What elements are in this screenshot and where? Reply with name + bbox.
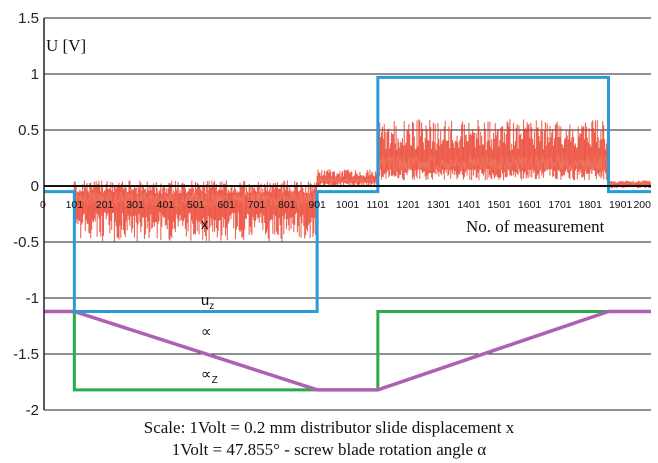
series-label: uz	[201, 292, 214, 312]
x-tick-label: 1901	[609, 199, 633, 211]
x-tick-label: 1001	[336, 199, 360, 211]
series-line-uz	[44, 75, 651, 313]
y-tick-label: -1	[26, 290, 39, 307]
x-signal-trace	[377, 155, 609, 173]
x-tick-label: 1701	[548, 199, 572, 211]
x-tick-label: 101	[66, 199, 84, 211]
y-axis-label: U [V]	[46, 36, 86, 55]
x-tick-label: 1301	[427, 199, 451, 211]
y-tick-label: -0.5	[13, 234, 39, 251]
x-axis-label: No. of measurement	[466, 217, 605, 236]
x-tick-label: 701	[248, 199, 266, 211]
y-tick-label: 1.5	[18, 10, 39, 27]
x-tick-label: 1601	[518, 199, 542, 211]
series-x-noise	[73, 119, 651, 242]
y-tick-label: -1.5	[13, 346, 39, 363]
grid-lines	[44, 17, 651, 411]
x-tick-label: 1801	[579, 199, 603, 211]
series-line-alpha-z	[44, 309, 651, 392]
axes	[43, 18, 651, 410]
x-tick-label: 201	[96, 199, 114, 211]
x-tick-label: 801	[278, 199, 296, 211]
x-tick-label: 1101	[367, 199, 390, 211]
series-lines	[44, 75, 651, 392]
x-tick-label: 901	[308, 199, 326, 211]
y-tick-label: -2	[26, 402, 39, 419]
x-signal-trace	[317, 176, 378, 185]
x-signal-trace	[608, 181, 651, 186]
x-tick-label: 1401	[457, 199, 481, 211]
caption-line-1: Scale: 1Volt = 0.2 mm distributor slide …	[143, 418, 515, 437]
series-line-alpha	[44, 309, 651, 392]
series-label: x	[201, 216, 209, 233]
y-tick-label: 0.5	[18, 122, 39, 139]
x-tick-label: 1501	[488, 199, 512, 211]
x-tick-label: 1201	[397, 199, 421, 211]
x-tick-label: 501	[187, 199, 205, 211]
series-labels: x uz ∝ ∝Z	[201, 216, 218, 386]
y-tick-label: 1	[31, 66, 39, 83]
x-tick-label: 200	[633, 199, 651, 211]
series-label: ∝	[201, 324, 212, 341]
x-tick-label: 401	[157, 199, 175, 211]
series-label: ∝Z	[201, 366, 218, 386]
x-signal-trace	[73, 190, 317, 209]
x-tick-label: 0	[40, 199, 46, 211]
x-tick-label: 301	[126, 199, 144, 211]
x-tick-label: 601	[217, 199, 235, 211]
caption-line-2: 1Volt = 47.855° - screw blade rotation a…	[171, 440, 487, 459]
x-tick-labels: 0 101 201 301 401 501 601 701 801 901 1001 1101 1201…	[40, 199, 651, 211]
y-tick-label: 0	[31, 178, 39, 195]
y-tick-labels: 1.5 1 0.5 0 -0.5 -1 -1.5 -2	[13, 10, 39, 419]
